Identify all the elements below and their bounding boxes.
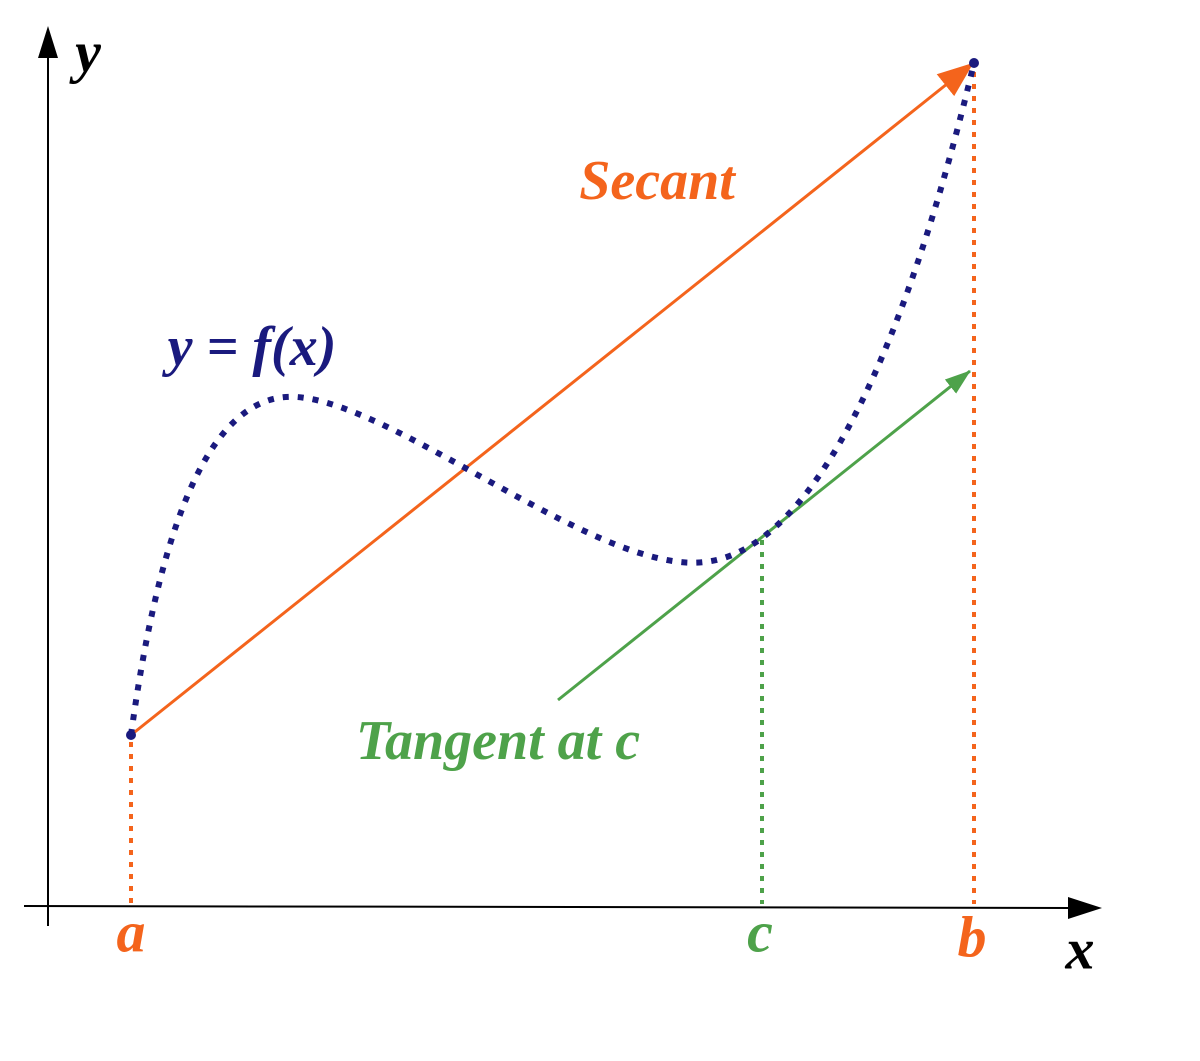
- x-axis: [23, 905, 1071, 909]
- x-axis-arrow: [1068, 897, 1102, 919]
- tangent-line: [557, 369, 971, 702]
- b-label: b: [958, 904, 987, 969]
- y-axis-arrow: [38, 26, 58, 58]
- y-axis-label: y: [69, 19, 101, 84]
- point-a: [126, 730, 136, 740]
- secant-line: [130, 62, 974, 737]
- tangent-label: Tangent at c: [356, 710, 640, 772]
- x-axis-label: x: [1065, 916, 1095, 981]
- c-label: c: [747, 899, 773, 964]
- a-label: a: [117, 899, 146, 964]
- secant-label: Secant: [579, 150, 736, 212]
- function-curve: [128, 62, 977, 736]
- function-label: y = f(x): [162, 316, 337, 378]
- point-b: [969, 58, 979, 68]
